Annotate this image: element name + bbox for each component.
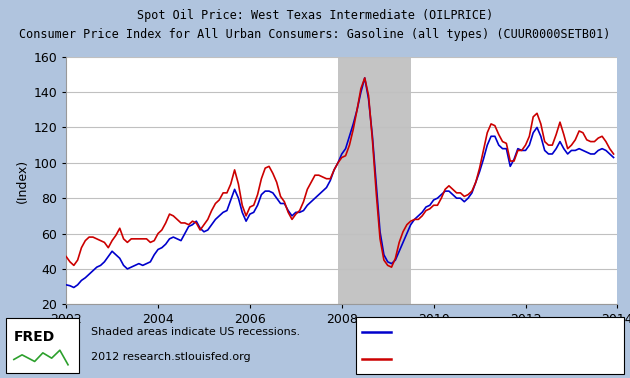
- Text: FRED: FRED: [14, 330, 55, 344]
- Y-axis label: (Index): (Index): [16, 158, 29, 203]
- Text: CUUR0000SETB01, 2007-12=100: CUUR0000SETB01, 2007-12=100: [397, 355, 570, 364]
- Text: Consumer Price Index for All Urban Consumers: Gasoline (all types) (CUUR0000SETB: Consumer Price Index for All Urban Consu…: [20, 28, 610, 41]
- Text: 2012 research.stlouisfed.org: 2012 research.stlouisfed.org: [91, 352, 251, 362]
- Bar: [6, 318, 79, 373]
- Text: Shaded areas indicate US recessions.: Shaded areas indicate US recessions.: [91, 327, 301, 337]
- Bar: [356, 317, 624, 374]
- Bar: [338, 57, 411, 304]
- Text: Spot Oil Price: West Texas Intermediate (OILPRICE): Spot Oil Price: West Texas Intermediate …: [137, 9, 493, 22]
- Text: OILPRICE, 2007-12=100: OILPRICE, 2007-12=100: [397, 327, 522, 337]
